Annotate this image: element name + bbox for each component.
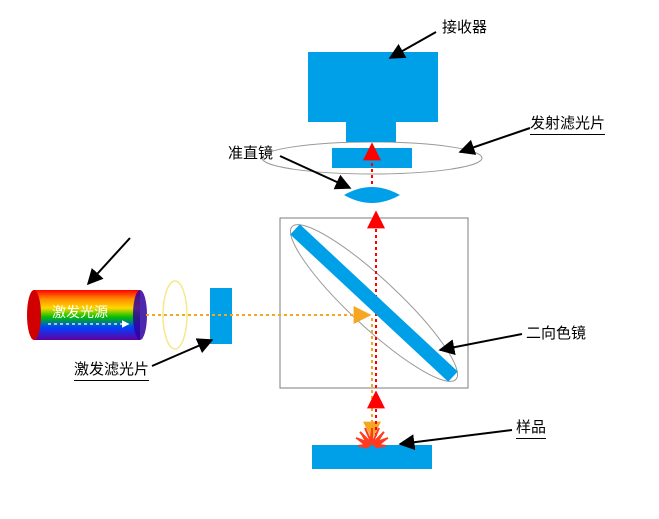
- excitation-source-text: 激发光源: [52, 302, 108, 322]
- sample-label: 样品: [516, 416, 546, 439]
- sample-starburst: [356, 428, 388, 448]
- receiver-shape: [308, 52, 438, 142]
- sample-callout-arrow: [400, 430, 512, 444]
- diagram-canvas: [0, 0, 659, 519]
- collimator-lens-shape: [344, 187, 400, 203]
- collimator-label: 准直镜: [228, 142, 273, 163]
- dichroic-mirror-shape: [290, 224, 458, 382]
- dichroic-callout-arrow: [440, 334, 522, 350]
- excitation-source-callout-arrow: [88, 238, 130, 284]
- emission-filter-label: 发射滤光片: [530, 112, 605, 135]
- emission-filter-callout-arrow: [460, 128, 530, 152]
- sample-shape: [312, 445, 432, 469]
- excitation-filter-label: 激发滤光片: [74, 358, 149, 381]
- dichroic-mirror-label: 二向色镜: [526, 322, 586, 343]
- receiver-label: 接收器: [442, 16, 487, 37]
